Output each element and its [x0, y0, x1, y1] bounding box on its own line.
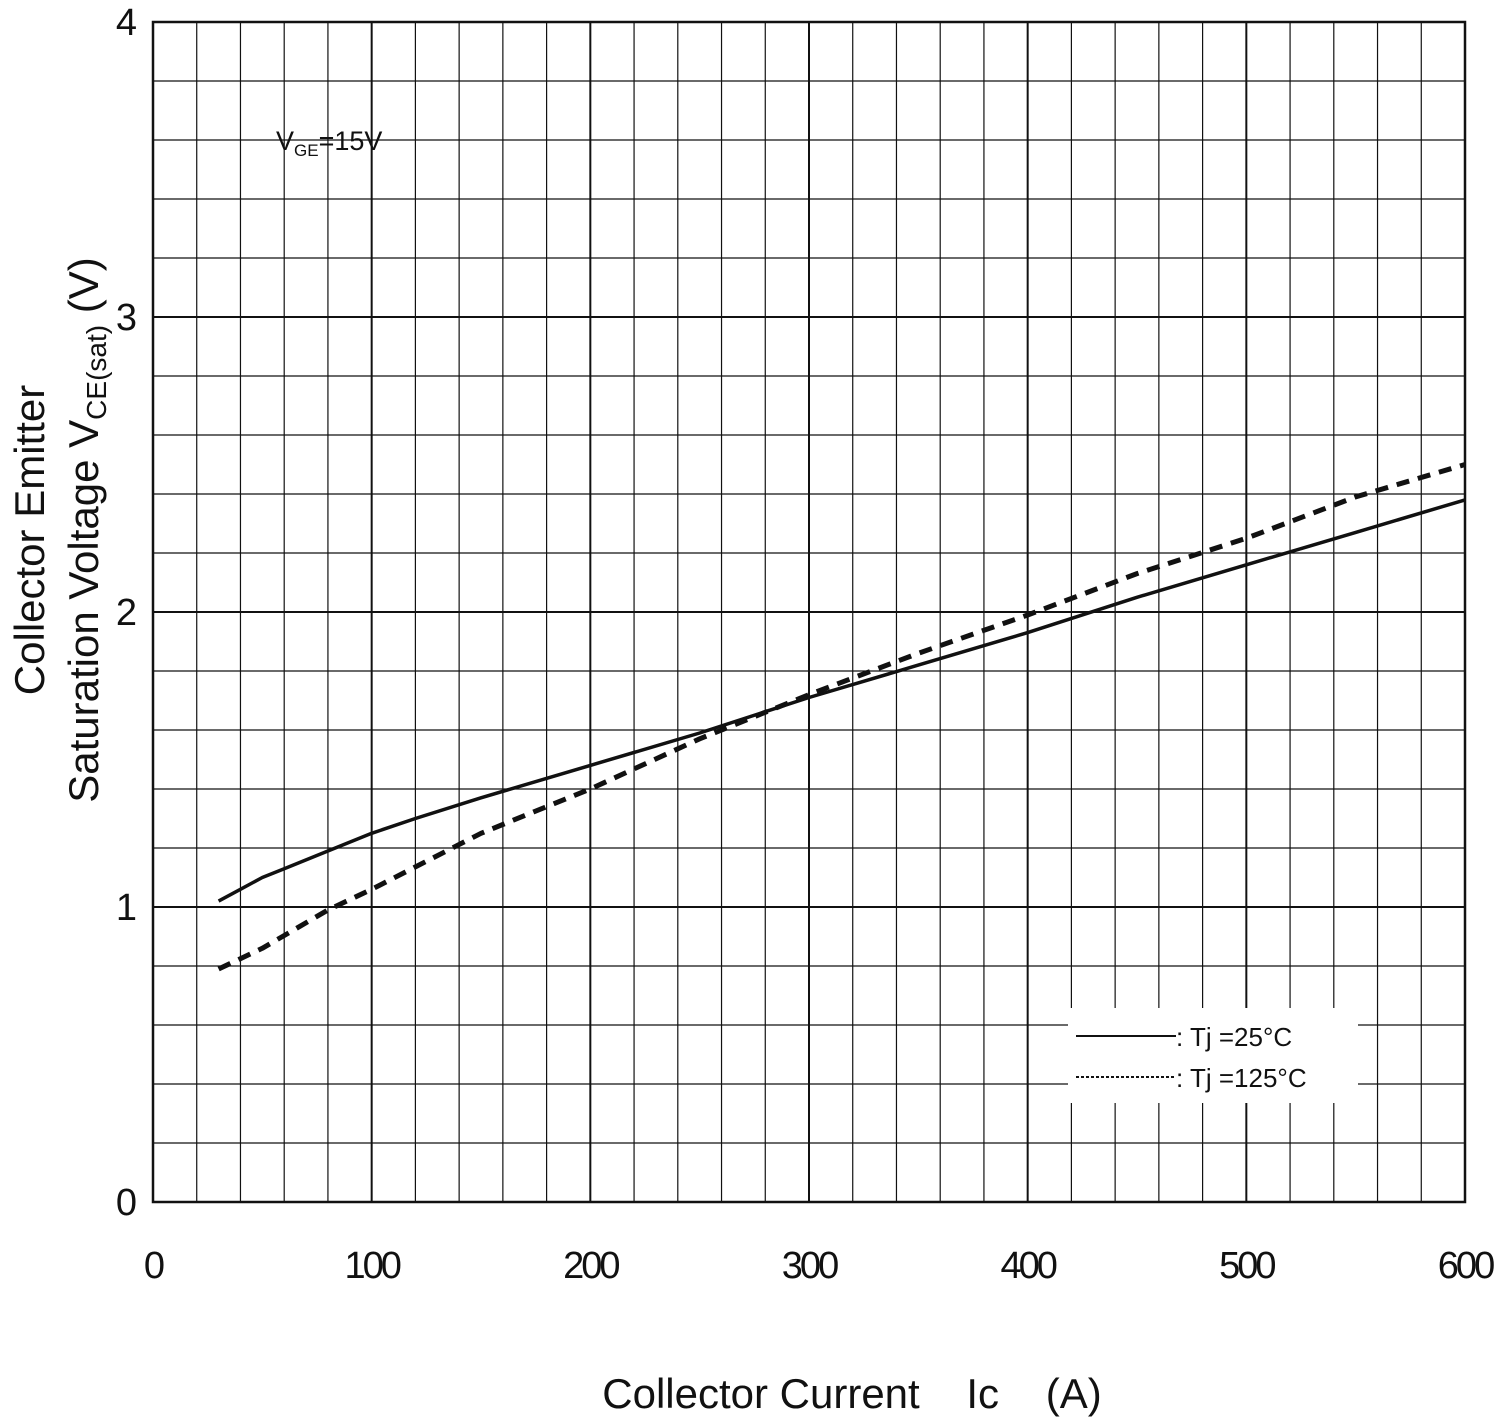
y-tick-label: 1 — [116, 887, 136, 929]
y-tick-label: 3 — [116, 297, 136, 339]
x-axis-title: Collector Current Ic (A) — [602, 1370, 1101, 1417]
legend-label-tj25: : Tj =25°C — [1176, 1022, 1292, 1052]
x-tick-label: 400 — [1000, 1245, 1056, 1287]
x-tick-label: 500 — [1219, 1245, 1275, 1287]
plot-frame — [151, 20, 1467, 1204]
grid — [152, 21, 1466, 1203]
series-line-0 — [217, 498, 1466, 903]
y-tick-label: 4 — [116, 2, 137, 44]
x-tick-label: 0 — [144, 1245, 164, 1287]
y-axis-title-line1: Collector Emitter — [6, 385, 53, 695]
x-tick-label: 200 — [563, 1245, 619, 1287]
legend-background — [1068, 1008, 1358, 1103]
legend: : Tj =25°C : Tj =125°C — [1068, 1008, 1358, 1103]
vge-annotation: VGE=15V — [276, 126, 382, 160]
series-lines — [217, 462, 1466, 972]
x-tick-label: 300 — [782, 1245, 838, 1287]
legend-label-tj125: : Tj =125°C — [1176, 1063, 1307, 1093]
tick-labels: 0 100 200 300 400 500 600 0 1 2 3 4 — [116, 2, 1497, 1287]
y-axis-title-line2: Saturation Voltage VCE(sat) (V) — [60, 257, 112, 803]
plot-area — [151, 20, 1467, 1204]
y-tick-label: 2 — [116, 592, 136, 634]
series-line-1 — [217, 462, 1466, 972]
y-tick-label: 0 — [116, 1182, 136, 1224]
x-tick-label: 100 — [344, 1245, 400, 1287]
x-tick-label: 600 — [1438, 1245, 1494, 1287]
